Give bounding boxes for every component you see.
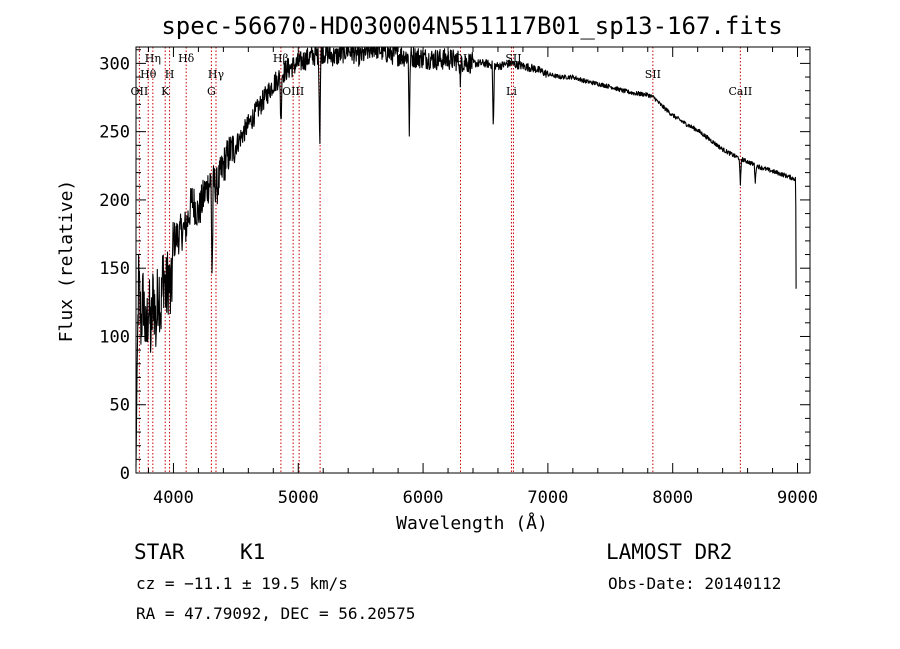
- x-tick-label: 7000: [527, 488, 568, 508]
- spectral-line-label: Hγ: [208, 68, 225, 81]
- x-axis: 4000 5000 6000 7000 8000 9000: [147, 47, 818, 508]
- spectral-line-label: G: [207, 85, 216, 98]
- x-tick-label: 9000: [777, 488, 818, 508]
- spectral-line-label: OIII: [282, 85, 304, 98]
- y-axis-label: Flux (relative): [56, 180, 77, 343]
- y-tick-label: 150: [99, 259, 130, 279]
- spectral-line-label: H: [165, 68, 175, 81]
- spectral-line-label: Hθ: [140, 68, 157, 81]
- y-tick-label: 250: [99, 123, 130, 143]
- y-tick-label: 0: [120, 464, 130, 484]
- redshift-readout: cz = −11.1 ± 19.5 km/s: [136, 574, 348, 593]
- survey-name: LAMOST DR2: [606, 540, 732, 564]
- y-tick-label: 300: [99, 54, 130, 74]
- y-tick-label: 100: [99, 327, 130, 347]
- object-class: STAR: [134, 540, 185, 564]
- observation-date: Obs-Date: 20140112: [608, 574, 781, 593]
- spectral-line-label: Hδ: [178, 52, 195, 65]
- spectral-line-label: Li: [506, 85, 517, 98]
- y-axis: 0 50 100 150 200 250 300: [99, 49, 810, 484]
- x-tick-label: 8000: [652, 488, 693, 508]
- spectral-line-markers: [138, 47, 741, 473]
- x-axis-label: Wavelength (Å): [396, 512, 548, 534]
- spectral-line-label: Hη: [145, 52, 161, 65]
- spectral-line-label: K: [161, 85, 170, 98]
- y-tick-label: 50: [110, 396, 130, 416]
- coordinates-readout: RA = 47.79092, DEC = 56.20575: [136, 604, 415, 623]
- x-tick-label: 4000: [153, 488, 194, 508]
- chart-title: spec-56670-HD030004N551117B01_sp13-167.f…: [161, 12, 782, 40]
- object-subclass: K1: [240, 540, 265, 564]
- spectral-line-label: OII: [131, 85, 149, 98]
- spectral-line-label: CaII: [729, 85, 753, 98]
- plot-frame: [135, 46, 811, 474]
- spectral-line-label: SII: [645, 68, 661, 81]
- x-tick-label: 6000: [403, 488, 444, 508]
- y-tick-label: 200: [99, 191, 130, 211]
- spectrum-series: [135, 46, 797, 467]
- x-tick-label: 5000: [278, 488, 319, 508]
- spectral-line-label: Hβ: [273, 52, 289, 65]
